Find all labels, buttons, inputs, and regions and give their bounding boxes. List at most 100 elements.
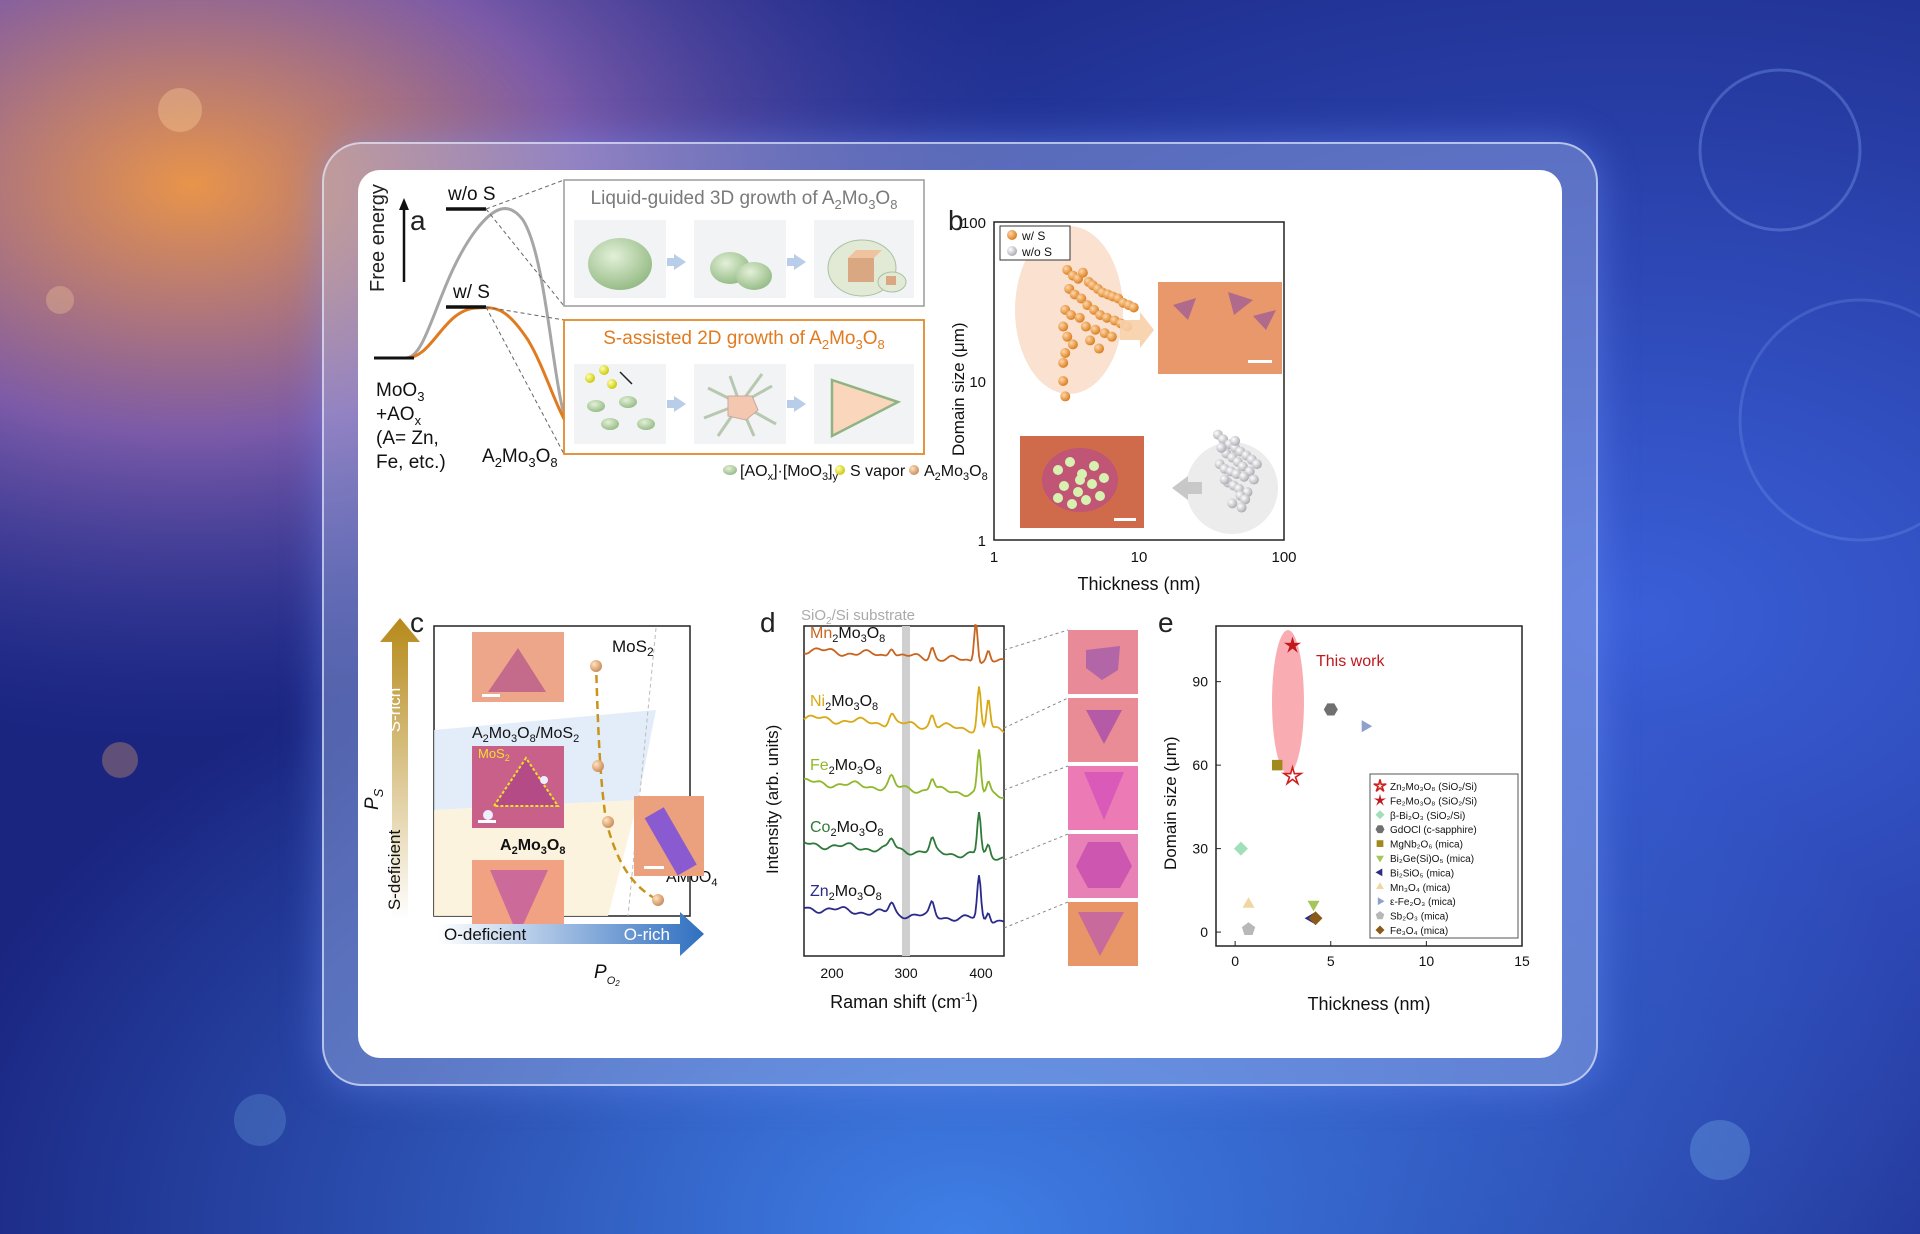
wos-point xyxy=(1239,471,1250,482)
ws-point xyxy=(1060,391,1071,402)
precursor-legend-icon xyxy=(723,465,737,475)
plot-e-marker xyxy=(1308,911,1323,926)
plot-e-legend-items: Zn₂Mo₃O₈ (SiO₂/Si) Fe₂Mo₃O₈ (SiO₂/Si) β-Bi… xyxy=(1373,779,1477,937)
plot-e-marker xyxy=(1376,855,1384,863)
plot-e-marker xyxy=(1242,897,1255,908)
wos-point xyxy=(1231,469,1242,480)
panel-letter-e: e xyxy=(1158,607,1174,638)
wos-point xyxy=(1237,461,1248,472)
a2mo3o8-label: A2Mo3O8 xyxy=(500,837,566,857)
plot-e-ytick-label: 60 xyxy=(1192,757,1208,773)
panel-b: b Domain size (μm) Thickness (nm) 1 10 1… xyxy=(948,205,1297,594)
legend-wos-marker xyxy=(1007,246,1017,256)
raman-optical-images xyxy=(1068,630,1138,966)
po2-axis-label: PO2 xyxy=(594,962,620,988)
mixed-phase-label: A2Mo3O8/MoS2 xyxy=(472,725,579,745)
plot-e-xtick-label: 0 xyxy=(1231,953,1239,969)
raman-spectrum-label: Fe2Mo3O8 xyxy=(810,757,882,777)
product-legend: A2Mo3O8 xyxy=(924,463,988,483)
ws-point xyxy=(1077,267,1088,278)
plot-e-marker xyxy=(1307,900,1320,912)
plot-e-marker xyxy=(1361,720,1373,733)
this-work-highlight xyxy=(1272,630,1304,774)
plot-e-legend-label: Mn₃O₄ (mica) xyxy=(1390,883,1450,894)
plot-e-marker xyxy=(1271,759,1283,771)
wos-point xyxy=(1216,442,1227,453)
ws-point xyxy=(1066,310,1077,321)
plot-b-frame xyxy=(993,221,1285,541)
plot-e-points xyxy=(1233,636,1373,935)
raman-spectrum-line xyxy=(803,623,1005,665)
particle-icon xyxy=(1065,457,1075,467)
plot-e-marker xyxy=(1375,911,1385,920)
raman-spectrum-line xyxy=(803,749,1005,799)
amoo4-crystal-icon xyxy=(644,807,697,876)
plot-e-marker xyxy=(1376,882,1384,889)
ws-point xyxy=(1060,348,1071,359)
substrate-band xyxy=(902,626,910,956)
plot-d-xtick-300: 300 xyxy=(894,965,918,981)
panel-letter-c: c xyxy=(410,607,424,638)
plot-e-ytick-label: 90 xyxy=(1192,674,1208,690)
o-deficient-label: O-deficient xyxy=(444,925,526,944)
liquid-growth-title: Liquid-guided 3D growth of A2Mo3O8 xyxy=(591,188,898,212)
curve-without-s xyxy=(405,207,572,433)
3d-crystal-icon xyxy=(848,258,874,282)
wos-point xyxy=(1227,498,1238,509)
raman-spectra xyxy=(803,623,1005,924)
panel-c: c MoS2 A2Mo3O8/MoS2 A2Mo3O8 AMoO4 MoS2 S… xyxy=(362,607,717,988)
ws-point xyxy=(1058,321,1069,332)
legend-ws-marker xyxy=(1007,230,1017,240)
raman-spectrum-line xyxy=(803,811,1005,861)
step-arrow-icon-2 xyxy=(787,258,795,266)
plot-e-xtick-label: 10 xyxy=(1419,953,1435,969)
ps-axis-label: PS xyxy=(362,788,386,810)
wos-point xyxy=(1248,474,1259,485)
nucleus-icon xyxy=(727,395,759,421)
wos-point xyxy=(1240,494,1251,505)
substrate-label: SiO2/Si substrate xyxy=(801,607,915,627)
plot-e-legend-label: Bi₂Ge(Si)O₅ (mica) xyxy=(1390,854,1474,865)
plot-e-legend-label: MgNb₂O₆ (mica) xyxy=(1390,840,1463,851)
plot-e-legend-label: Fe₃O₄ (mica) xyxy=(1390,926,1448,937)
plot-e-marker xyxy=(1283,636,1302,653)
plot-e-legend xyxy=(1369,773,1519,939)
plot-e-marker xyxy=(1376,840,1384,847)
particle-icon xyxy=(1053,465,1063,475)
s-assisted-growth-title: S-assisted 2D growth of A2Mo3O8 xyxy=(603,328,885,352)
plot-b-ytick-10: 10 xyxy=(969,374,986,391)
plot-e-marker xyxy=(1241,922,1256,935)
inset-arrow-icon-2 xyxy=(1172,476,1202,500)
plot-e-marker xyxy=(1377,897,1385,906)
plot-e-ticks: 0 5 10 15 0 30 60 90 xyxy=(1192,674,1530,969)
s-vapor-legend: S vapor xyxy=(850,463,906,480)
ws-point xyxy=(1128,302,1139,313)
plot-e-marker xyxy=(1375,925,1385,935)
raman-spectrum-label: Co2Mo3O8 xyxy=(810,819,884,839)
o-rich-label: O-rich xyxy=(624,925,670,944)
this-work-label: This work xyxy=(1316,653,1385,670)
legend-ws-label: w/ S xyxy=(1021,229,1045,243)
particle-icon xyxy=(1053,493,1063,503)
droplet-icon-3 xyxy=(736,262,772,290)
figure: a Free energy w/o S w/ S MoO3 +AOx (A= Z… xyxy=(362,179,1530,1014)
plot-e-marker xyxy=(1373,779,1387,792)
particle-icon xyxy=(1087,479,1097,489)
precursor-legend: [AOx]·[MoO3]y xyxy=(740,463,839,483)
plot-d-ylabel: Intensity (arb. units) xyxy=(763,725,782,874)
plot-e-marker xyxy=(1375,868,1383,877)
ws-point xyxy=(1101,312,1112,323)
particle-icon xyxy=(1073,487,1083,497)
reactant-label-2: +AOx xyxy=(376,404,422,428)
curve-with-s xyxy=(405,306,574,433)
plot-e-legend-label: β-Bi₂O₃ (SiO₂/Si) xyxy=(1390,811,1465,822)
panel-letter-d: d xyxy=(760,607,776,638)
2d-triangle-icon xyxy=(830,378,902,439)
plot-d-xtick-200: 200 xyxy=(820,965,844,981)
plot-e-xtick-label: 5 xyxy=(1327,953,1335,969)
w-s-label: w/ S xyxy=(452,282,490,303)
ws-optical-inset xyxy=(1158,282,1282,374)
free-energy-arrowhead xyxy=(399,198,409,210)
droplet-icon xyxy=(588,238,652,290)
plot-e-ylabel: Domain size (μm) xyxy=(1161,736,1180,870)
